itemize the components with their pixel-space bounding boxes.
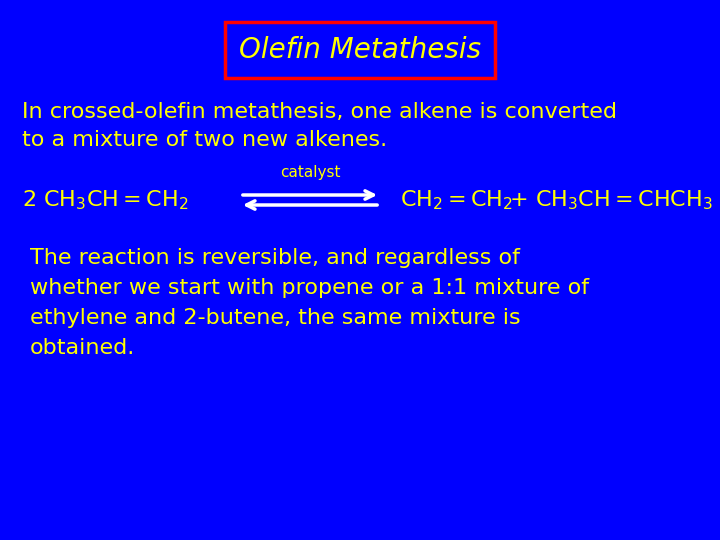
- Text: whether we start with propene or a 1:1 mixture of: whether we start with propene or a 1:1 m…: [30, 278, 589, 298]
- Text: $\mathregular{2\ CH_3CH{=}CH_2}$: $\mathregular{2\ CH_3CH{=}CH_2}$: [22, 188, 189, 212]
- Text: $\mathregular{CH_2{=}CH_2}$: $\mathregular{CH_2{=}CH_2}$: [400, 188, 513, 212]
- Text: obtained.: obtained.: [30, 338, 135, 358]
- Text: +: +: [510, 190, 528, 210]
- Text: $\mathregular{CH_3CH{=}CHCH_3}$: $\mathregular{CH_3CH{=}CHCH_3}$: [535, 188, 713, 212]
- Text: ethylene and 2-butene, the same mixture is: ethylene and 2-butene, the same mixture …: [30, 308, 521, 328]
- Text: to a mixture of two new alkenes.: to a mixture of two new alkenes.: [22, 130, 387, 150]
- Text: catalyst: catalyst: [280, 165, 341, 179]
- Text: In crossed-olefin metathesis, one alkene is converted: In crossed-olefin metathesis, one alkene…: [22, 102, 617, 122]
- Text: Olefin Metathesis: Olefin Metathesis: [239, 36, 481, 64]
- Text: The reaction is reversible, and regardless of: The reaction is reversible, and regardle…: [30, 248, 520, 268]
